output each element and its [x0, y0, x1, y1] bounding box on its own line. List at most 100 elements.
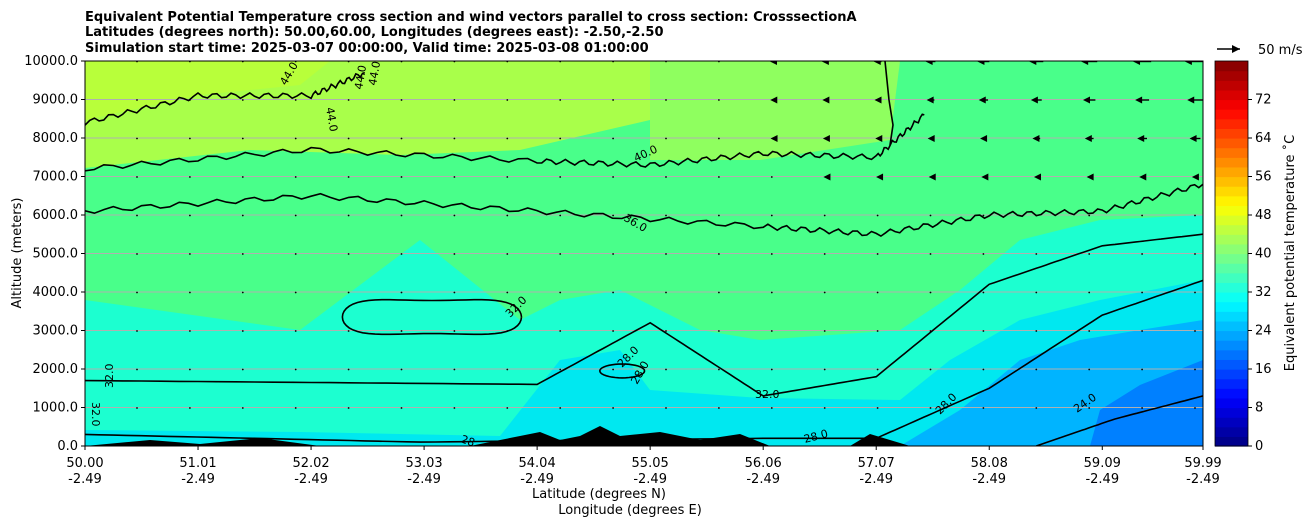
x-tick-label-lon: -2.49: [859, 472, 893, 487]
wind-vector-head: [1135, 96, 1143, 104]
wind-vector: [1088, 253, 1091, 255]
colorbar-band: [1215, 330, 1248, 341]
colorbar-label: Equivalent potential temperature ˚C: [1282, 135, 1298, 371]
wind-vector: [241, 99, 244, 101]
colorbar-band: [1215, 243, 1248, 255]
wind-vector: [136, 368, 138, 371]
wind-vector-head: [1029, 61, 1037, 65]
colorbar-band: [1215, 166, 1248, 178]
wind-vector: [506, 253, 509, 255]
wind-vector-head: [1137, 135, 1145, 142]
wind-vector: [929, 330, 932, 332]
wind-vector: [559, 330, 562, 332]
wind-vector: [612, 137, 614, 140]
wind-vector: [189, 99, 191, 101]
wind-vectors: [136, 61, 1203, 409]
wind-vector-head: [925, 61, 933, 65]
wind-vector: [294, 291, 297, 294]
wind-vector: [929, 214, 932, 217]
wind-vector-head: [770, 61, 778, 65]
wind-vector: [612, 214, 614, 217]
x-tick-label-lat: 57.07: [858, 456, 895, 471]
wind-vector-head: [1032, 135, 1040, 142]
colorbar-band: [1215, 195, 1248, 206]
wind-vector: [453, 291, 456, 294]
wind-vector: [1141, 253, 1143, 255]
wind-vector: [982, 368, 985, 371]
wind-vector: [1035, 368, 1038, 371]
wind-vector: [1194, 214, 1196, 217]
wind-vector: [559, 407, 562, 409]
colorbar-band: [1215, 282, 1248, 293]
colorbar-band: [1215, 320, 1248, 332]
wind-vector: [1035, 407, 1038, 409]
wind-vector: [718, 253, 720, 255]
x-tick-label-lon: -2.49: [181, 472, 215, 487]
wind-vector: [665, 253, 667, 255]
colorbar-band: [1215, 263, 1248, 274]
colorbar-band: [1215, 292, 1248, 303]
x-tick-label-lon: -2.49: [746, 472, 780, 487]
wind-vector: [241, 253, 244, 255]
colorbar-tick-label: 40: [1255, 247, 1272, 262]
x-tick-label-lat: 52.02: [292, 456, 329, 471]
colorbar-band: [1215, 340, 1248, 351]
x-axis-label-2: Longitude (degrees E): [558, 503, 702, 518]
wind-vector: [982, 291, 985, 294]
wind-vector-head: [977, 61, 985, 65]
wind-vector: [506, 407, 509, 409]
wind-vector: [1141, 368, 1143, 371]
wind-vector: [876, 291, 879, 294]
wind-vector: [506, 214, 509, 217]
wind-vector-head: [822, 135, 830, 142]
wind-vector-head: [1187, 96, 1195, 104]
wind-vector: [770, 330, 773, 332]
wind-vector: [241, 368, 244, 371]
wind-vector: [718, 368, 720, 371]
wind-vector: [612, 330, 614, 332]
wind-vector: [982, 330, 985, 332]
x-tick-label-lat: 59.99: [1184, 456, 1221, 471]
contour-label-32-left: 32.0: [103, 364, 116, 389]
wind-vector: [718, 291, 720, 294]
wind-vector: [876, 214, 879, 217]
wind-vector: [559, 176, 562, 178]
colorbar-band: [1215, 272, 1248, 283]
wind-vector: [665, 368, 667, 371]
wind-vector: [506, 330, 509, 332]
wind-vector: [400, 407, 403, 409]
wind-vector: [136, 253, 138, 255]
wind-vector: [665, 176, 667, 178]
wind-vector-head: [978, 96, 986, 104]
x-axis-ticks: 50.00-2.4951.01-2.4952.02-2.4953.03-2.49…: [66, 446, 1222, 487]
wind-vector-head: [1184, 61, 1192, 65]
x-tick-label-lon: -2.49: [972, 472, 1006, 487]
wind-vector: [241, 407, 244, 409]
wind-vector: [506, 137, 509, 140]
contour-line-28: [85, 279, 1203, 443]
chart-title-line-2: Latitudes (degrees north): 50.00,60.00, …: [85, 25, 664, 40]
chart-title-line-1: Equivalent Potential Temperature cross s…: [85, 10, 857, 25]
wind-vector: [241, 214, 244, 217]
colorbar-band: [1215, 397, 1248, 409]
colorbar-band: [1215, 176, 1248, 187]
colorbar-tick-label: 72: [1255, 93, 1272, 108]
wind-vector: [400, 253, 403, 255]
colorbar-band: [1215, 417, 1248, 428]
wind-vector: [876, 368, 879, 371]
wind-vector: [1194, 368, 1196, 371]
wind-vector: [823, 368, 826, 371]
wind-vector: [929, 253, 932, 255]
colorbar-band: [1215, 147, 1248, 158]
wind-vector: [189, 330, 191, 332]
colorbar-ticks: 0 8 16 24 32 40 48 56 64 72: [1248, 93, 1272, 454]
colorbar-band: [1215, 234, 1248, 245]
wind-vector: [665, 137, 667, 140]
wind-vector: [347, 137, 350, 140]
colorbar-band: [1215, 311, 1248, 322]
colorbar-band: [1215, 436, 1248, 447]
contour-line-36: [85, 183, 1203, 238]
colorbar-band: [1215, 224, 1248, 235]
colorbar-band: [1215, 80, 1248, 91]
wind-vector-head: [927, 135, 935, 142]
